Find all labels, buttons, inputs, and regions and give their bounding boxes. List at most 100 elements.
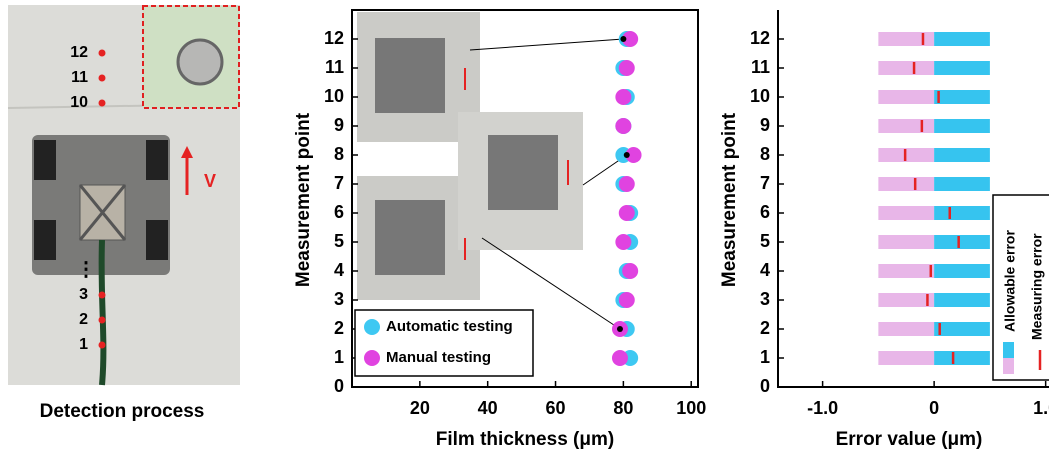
allowable-high	[934, 119, 990, 133]
point-label: 2	[79, 311, 88, 328]
y-tick-label: 1	[334, 347, 344, 367]
wheel	[146, 220, 168, 260]
y-tick-label: 11	[751, 57, 770, 77]
callout-point	[620, 36, 626, 42]
inset-photos	[357, 12, 583, 300]
allowable-low	[878, 293, 934, 307]
y-axis-label: Measurement point	[293, 112, 314, 287]
robot	[375, 200, 445, 275]
robot	[375, 38, 445, 113]
allowable-high	[934, 61, 990, 75]
allowable-low	[878, 235, 934, 249]
y-tick-label: 1	[760, 347, 770, 367]
point-dot	[99, 75, 106, 82]
allowable-low	[878, 119, 934, 133]
y-tick-label: 9	[760, 115, 770, 135]
allowable-low	[878, 206, 934, 220]
allowable-low	[878, 90, 934, 104]
x-tick-label: 0	[929, 398, 939, 418]
point	[619, 60, 635, 76]
allowable-high	[934, 351, 990, 365]
y-axis-label: Measurement point	[719, 112, 740, 287]
point-label: 3	[79, 286, 88, 303]
allowable-high	[934, 148, 990, 162]
callout-point	[624, 152, 630, 158]
allowable-high	[934, 322, 990, 336]
y-tick-label: 6	[760, 202, 770, 222]
y-tick-label: 2	[334, 318, 344, 338]
allowable-high	[934, 264, 990, 278]
y-tick-label: 10	[324, 86, 344, 106]
legend-swatch	[1003, 342, 1014, 358]
velocity-label: V	[204, 171, 216, 191]
x-tick-label: 1.0	[1033, 398, 1049, 418]
legend-swatch	[1003, 358, 1014, 374]
wheel	[34, 220, 56, 260]
legend-swatch	[364, 319, 380, 335]
y-tick-label: 6	[334, 202, 344, 222]
point-dot	[99, 292, 106, 299]
y-tick-label: 0	[334, 376, 344, 396]
x-tick-label: 100	[676, 398, 706, 418]
point-dot	[99, 50, 106, 57]
y-tick-label: 5	[334, 231, 344, 251]
point	[615, 89, 631, 105]
allowable-high	[934, 235, 990, 249]
point-dot	[99, 317, 106, 324]
legend-label: Allowable error	[1002, 230, 1018, 332]
point-dot	[99, 342, 106, 349]
robot	[488, 135, 558, 210]
allowable-low	[878, 177, 934, 191]
point-label: 11	[71, 69, 88, 86]
allowable-high	[934, 206, 990, 220]
photo-panel: V Detection process	[8, 5, 240, 422]
callout-point	[617, 326, 623, 332]
point	[619, 292, 635, 308]
x-axis-label: Error value (μm)	[836, 429, 983, 450]
cable	[102, 240, 104, 385]
x-tick-label: 40	[478, 398, 498, 418]
allowable-low	[878, 351, 934, 365]
y-tick-label: 3	[334, 289, 344, 309]
probe	[178, 40, 222, 84]
y-tick-label: 4	[334, 260, 344, 280]
x-tick-label: 60	[546, 398, 566, 418]
y-tick-label: 3	[760, 289, 770, 309]
allowable-low	[878, 322, 934, 336]
x-tick-label: 20	[410, 398, 430, 418]
y-tick-label: 7	[760, 173, 770, 193]
point-label: 1	[79, 336, 88, 353]
allowable-high	[934, 177, 990, 191]
y-tick-label: 11	[325, 57, 344, 77]
allowable-high	[934, 293, 990, 307]
point	[622, 263, 638, 279]
allowable-low	[878, 61, 934, 75]
point	[615, 118, 631, 134]
y-tick-label: 8	[334, 144, 344, 164]
point	[619, 205, 635, 221]
allowable-low	[878, 264, 934, 278]
point	[619, 176, 635, 192]
x-tick-label: 80	[613, 398, 633, 418]
point-label: ⋮	[76, 258, 96, 280]
point-dot	[99, 100, 106, 107]
point-label: 10	[70, 94, 88, 111]
caption: Detection process	[40, 401, 205, 422]
allowable-high	[934, 90, 990, 104]
x-tick-label: -1.0	[807, 398, 838, 418]
allowable-low	[878, 32, 934, 46]
allowable-high	[934, 32, 990, 46]
y-tick-label: 12	[750, 28, 770, 48]
y-tick-label: 9	[334, 115, 344, 135]
callout-line	[470, 39, 623, 50]
legend-label: Manual testing	[386, 349, 491, 366]
x-axis-label: Film thickness (μm)	[436, 429, 614, 450]
wheel	[34, 140, 56, 180]
y-tick-label: 7	[334, 173, 344, 193]
y-tick-label: 5	[760, 231, 770, 251]
y-tick-label: 4	[760, 260, 770, 280]
point	[615, 234, 631, 250]
y-tick-label: 12	[324, 28, 344, 48]
wheel	[146, 140, 168, 180]
point-label: 12	[70, 44, 88, 61]
